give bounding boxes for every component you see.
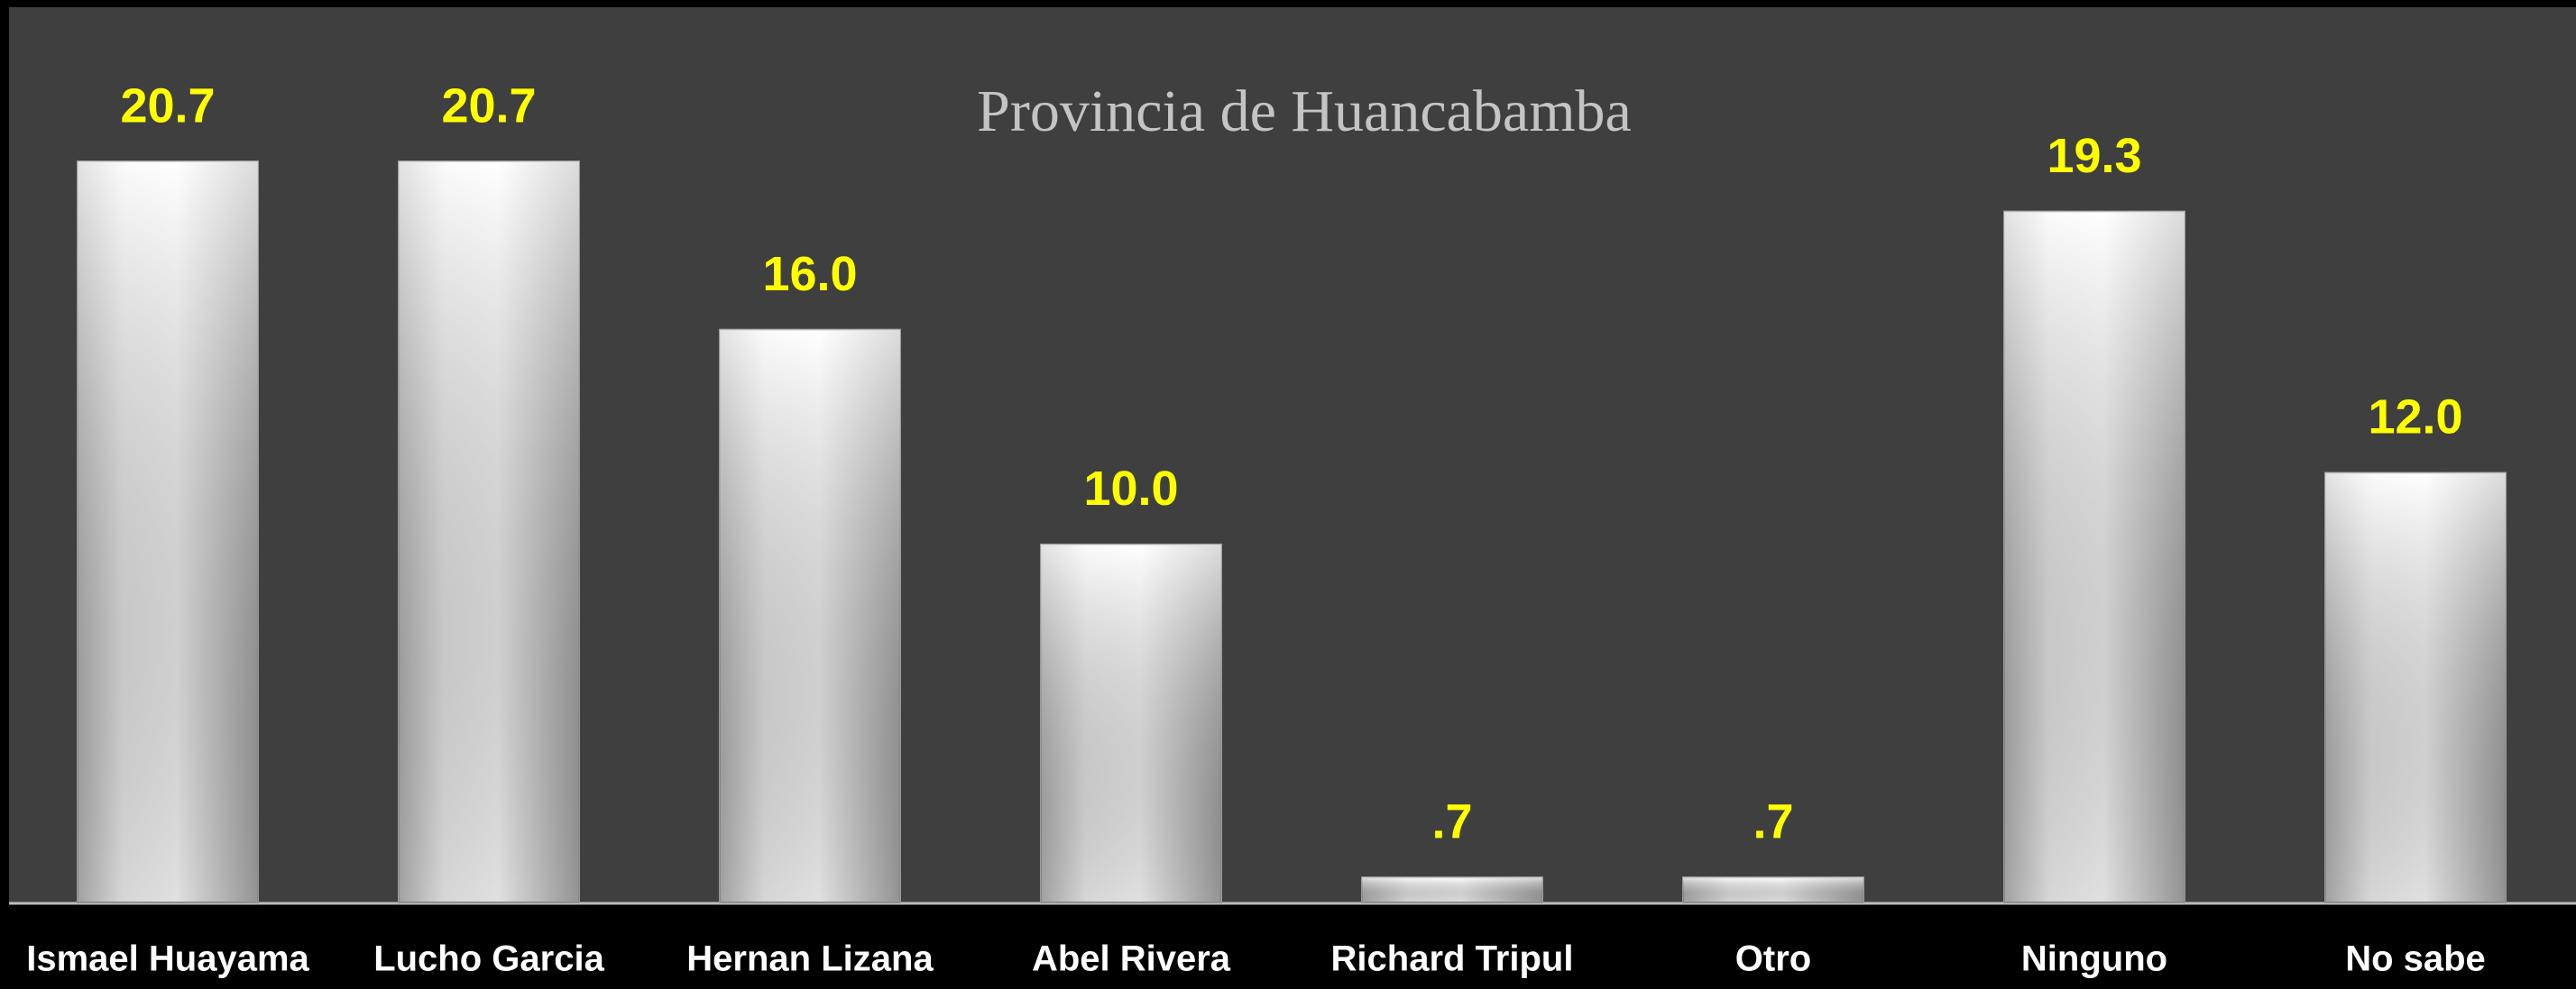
x-tick-label: Otro — [1735, 939, 1811, 979]
x-tick-label: Richard Tripul — [1331, 939, 1574, 979]
x-tick-label: Ninguno — [2021, 939, 2167, 979]
value-label: 20.7 — [120, 78, 215, 133]
bar-shade — [720, 329, 900, 902]
x-tick-label: Abel Rivera — [1032, 939, 1231, 979]
bar-shade — [2004, 211, 2185, 902]
x-tick-label: Ismael Huayama — [26, 939, 309, 979]
value-label: .7 — [1753, 794, 1793, 848]
x-tick-label: Lucho Garcia — [373, 939, 604, 979]
value-label: 12.0 — [2368, 390, 2462, 444]
value-label: 20.7 — [441, 78, 536, 133]
bar-shade — [78, 161, 258, 902]
value-label: 10.0 — [1083, 462, 1178, 516]
value-label: 19.3 — [2047, 129, 2141, 183]
value-label: .7 — [1431, 794, 1472, 848]
bar-shade — [1362, 877, 1542, 902]
bar-shade — [1683, 877, 1863, 902]
x-tick-label: No sabe — [2345, 939, 2486, 979]
bar-shade — [2325, 472, 2506, 902]
bar-shade — [1041, 544, 1221, 902]
x-tick-label: Hernan Lizana — [686, 939, 934, 979]
value-label: 16.0 — [762, 247, 857, 301]
bar-shade — [399, 161, 579, 902]
chart-title: Provincia de Huancabamba — [977, 78, 1632, 144]
